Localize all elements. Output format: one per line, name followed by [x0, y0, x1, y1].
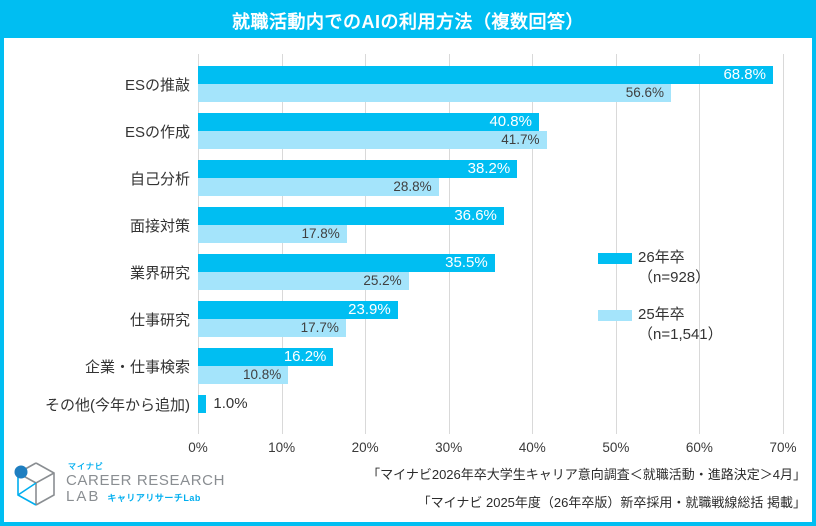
bar-26: 36.6% — [198, 207, 504, 225]
legend-item-25: 25年卒 （n=1,541） — [598, 305, 798, 345]
x-axis: 0% 10% 20% 30% 40% 50% 60% 70% — [188, 440, 796, 460]
value-label: 17.8% — [301, 226, 340, 241]
legend-item-26: 26年卒 （n=928） — [598, 248, 798, 288]
x-tick-label: 30% — [435, 440, 463, 455]
bar-25: 28.8% — [198, 178, 439, 196]
logo-line2: LAB — [66, 488, 101, 505]
cube-logo-icon — [14, 462, 55, 506]
legend-label-25: 25年卒 （n=1,541） — [638, 305, 723, 345]
legend: 26年卒 （n=928） 25年卒 （n=1,541） — [598, 248, 798, 362]
value-label: 28.8% — [393, 179, 432, 194]
x-tick-label: 70% — [769, 440, 797, 455]
plot-area: 68.8% 56.6% 40.8% 41.7% 38.2% 28.8% 36.6% 17.8%… — [198, 54, 784, 434]
legend-label-26: 26年卒 （n=928） — [638, 248, 710, 288]
gridline — [615, 54, 617, 434]
value-label: 68.8% — [723, 66, 766, 83]
category-label: ESの推敲 — [124, 76, 190, 94]
x-tick-label: 0% — [188, 440, 208, 455]
x-tick-label: 60% — [685, 440, 713, 455]
x-tick-label: 50% — [602, 440, 630, 455]
legend-label-26-n: （n=928） — [638, 269, 711, 286]
category-label: 自己分析 — [129, 170, 190, 188]
bar-25: 56.6% — [198, 84, 671, 102]
value-label: 17.7% — [300, 320, 339, 335]
gridline — [783, 54, 784, 434]
source-credits: 「マイナビ2026年卒大学生キャリア意向調査＜就職活動・進路決定＞4月」 「マイ… — [367, 461, 806, 517]
bar-26: 68.8% — [198, 66, 773, 84]
legend-swatch-26 — [598, 253, 632, 264]
legend-label-25-n: （n=1,541） — [638, 326, 723, 343]
logo-line1: CAREER RESEARCH — [66, 472, 226, 489]
value-label: 38.2% — [467, 160, 511, 177]
gridline — [365, 54, 367, 434]
category-label: 業界研究 — [129, 264, 190, 282]
value-label: 16.2% — [283, 348, 327, 365]
bar-25: 17.8% — [198, 225, 347, 243]
value-label: 23.9% — [348, 301, 391, 318]
value-label: 56.6% — [625, 85, 664, 100]
bar-25: 25.2% — [198, 272, 409, 290]
category-label: 仕事研究 — [129, 311, 190, 329]
value-label: 41.7% — [501, 132, 540, 147]
bar-26: 35.5% — [198, 254, 495, 272]
gridline — [448, 54, 450, 434]
bar-25: 10.8% — [198, 366, 289, 384]
category-label: 企業・仕事検索 — [84, 358, 190, 376]
x-tick-label: 20% — [351, 440, 379, 455]
category-label: その他(今年から追加) — [45, 396, 190, 414]
chart-title: 就職活動内でのAIの利用方法（複数回答） — [232, 12, 584, 32]
source-line-2: 「マイナビ 2025年度（26年卒版）新卒採用・就職戦線総括 掲載」 — [417, 495, 806, 510]
bar-26: 38.2% — [198, 160, 518, 178]
value-label: 35.5% — [445, 254, 488, 271]
logo-brand-small: マイナビ — [68, 462, 104, 471]
category-labels-column: ESの推敲 ESの作成自己分析面接対策業界研究仕事研究企業・仕事検索その他(今年か… — [4, 54, 190, 434]
bar-25: 17.7% — [198, 319, 346, 337]
bar-26: 23.9% — [198, 301, 398, 319]
gridline — [699, 54, 701, 434]
gridline — [281, 54, 283, 434]
value-label: 1.0% — [213, 395, 248, 412]
legend-label-26-name: 26年卒 — [638, 249, 685, 266]
bar-26 — [198, 395, 207, 413]
legend-swatch-25 — [598, 310, 632, 321]
value-label: 40.8% — [489, 113, 532, 130]
category-label: ESの作成 — [124, 123, 190, 141]
logo-text: マイナビ CAREER RESEARCH LAB キャリアリサーチLab — [66, 460, 225, 505]
logo-sphere — [14, 465, 28, 479]
x-tick-label: 40% — [518, 440, 546, 455]
gridline — [198, 54, 199, 434]
bar-26: 16.2% — [198, 348, 334, 366]
title-bar: 就職活動内でのAIの利用方法（複数回答） — [4, 4, 812, 38]
category-label: 面接対策 — [129, 217, 190, 235]
bar-26: 40.8% — [198, 113, 539, 131]
value-label: 25.2% — [363, 273, 402, 288]
gridline — [532, 54, 534, 434]
value-label: 36.6% — [454, 207, 497, 224]
legend-label-25-name: 25年卒 — [638, 306, 685, 323]
logo-line2-sub: キャリアリサーチLab — [107, 493, 201, 503]
bar-25: 41.7% — [198, 131, 547, 149]
footer-logo: マイナビ CAREER RESEARCH LAB キャリアリサーチLab — [14, 460, 225, 508]
source-line-1: 「マイナビ2026年卒大学生キャリア意向調査＜就職活動・進路決定＞4月」 — [367, 467, 806, 482]
value-label: 10.8% — [243, 367, 282, 382]
x-tick-label: 10% — [268, 440, 296, 455]
